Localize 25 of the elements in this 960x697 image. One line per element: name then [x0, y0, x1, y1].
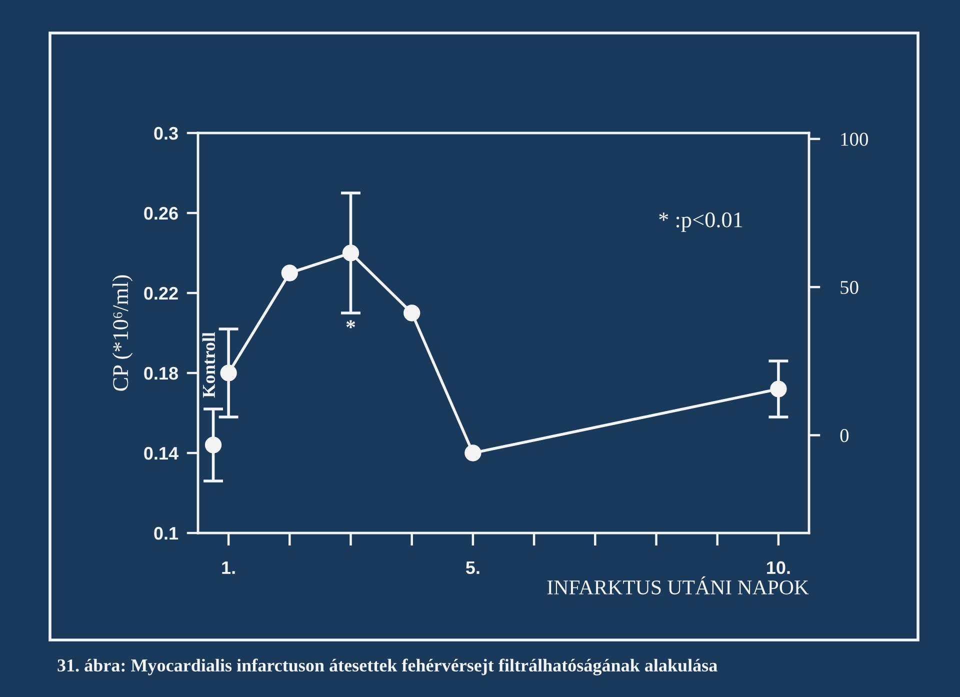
- y2-tick-label: 50: [840, 280, 858, 294]
- point: [404, 304, 420, 322]
- annotation: *: [346, 320, 356, 328]
- x-tick-label: 1.: [222, 561, 235, 574]
- point: [220, 364, 237, 382]
- point: [342, 244, 360, 262]
- y-tick-label: 0.14: [144, 446, 178, 460]
- y2-tick-label: 100: [841, 132, 868, 146]
- y-tick-label: 0.1: [154, 526, 178, 540]
- x-tick-label: 10.: [767, 561, 790, 574]
- point: [204, 436, 222, 454]
- x-axis-title: INFARKTUS UTÁNI NAPOK: [547, 576, 809, 594]
- annotation: * :p<0.01: [659, 212, 742, 232]
- y-axis-title: CP (*10⁶/ml): [112, 275, 133, 391]
- y-tick-label: 0.18: [144, 366, 178, 380]
- y2-tick-label: 0: [840, 429, 849, 442]
- y-tick-label: 0.26: [144, 206, 178, 220]
- y-tick-label: 0.3: [154, 126, 178, 140]
- text: Kontroll: [202, 332, 216, 398]
- point: [281, 264, 298, 282]
- y-tick-label: 0.22: [144, 286, 178, 300]
- text: 31. ábra: Myocardialis infarctuson átesettek fehérvérsejt filtrálhatóságának alakulása: [58, 658, 718, 676]
- point: [464, 444, 482, 462]
- point: [770, 380, 787, 398]
- x-tick-label: 5.: [466, 561, 480, 574]
